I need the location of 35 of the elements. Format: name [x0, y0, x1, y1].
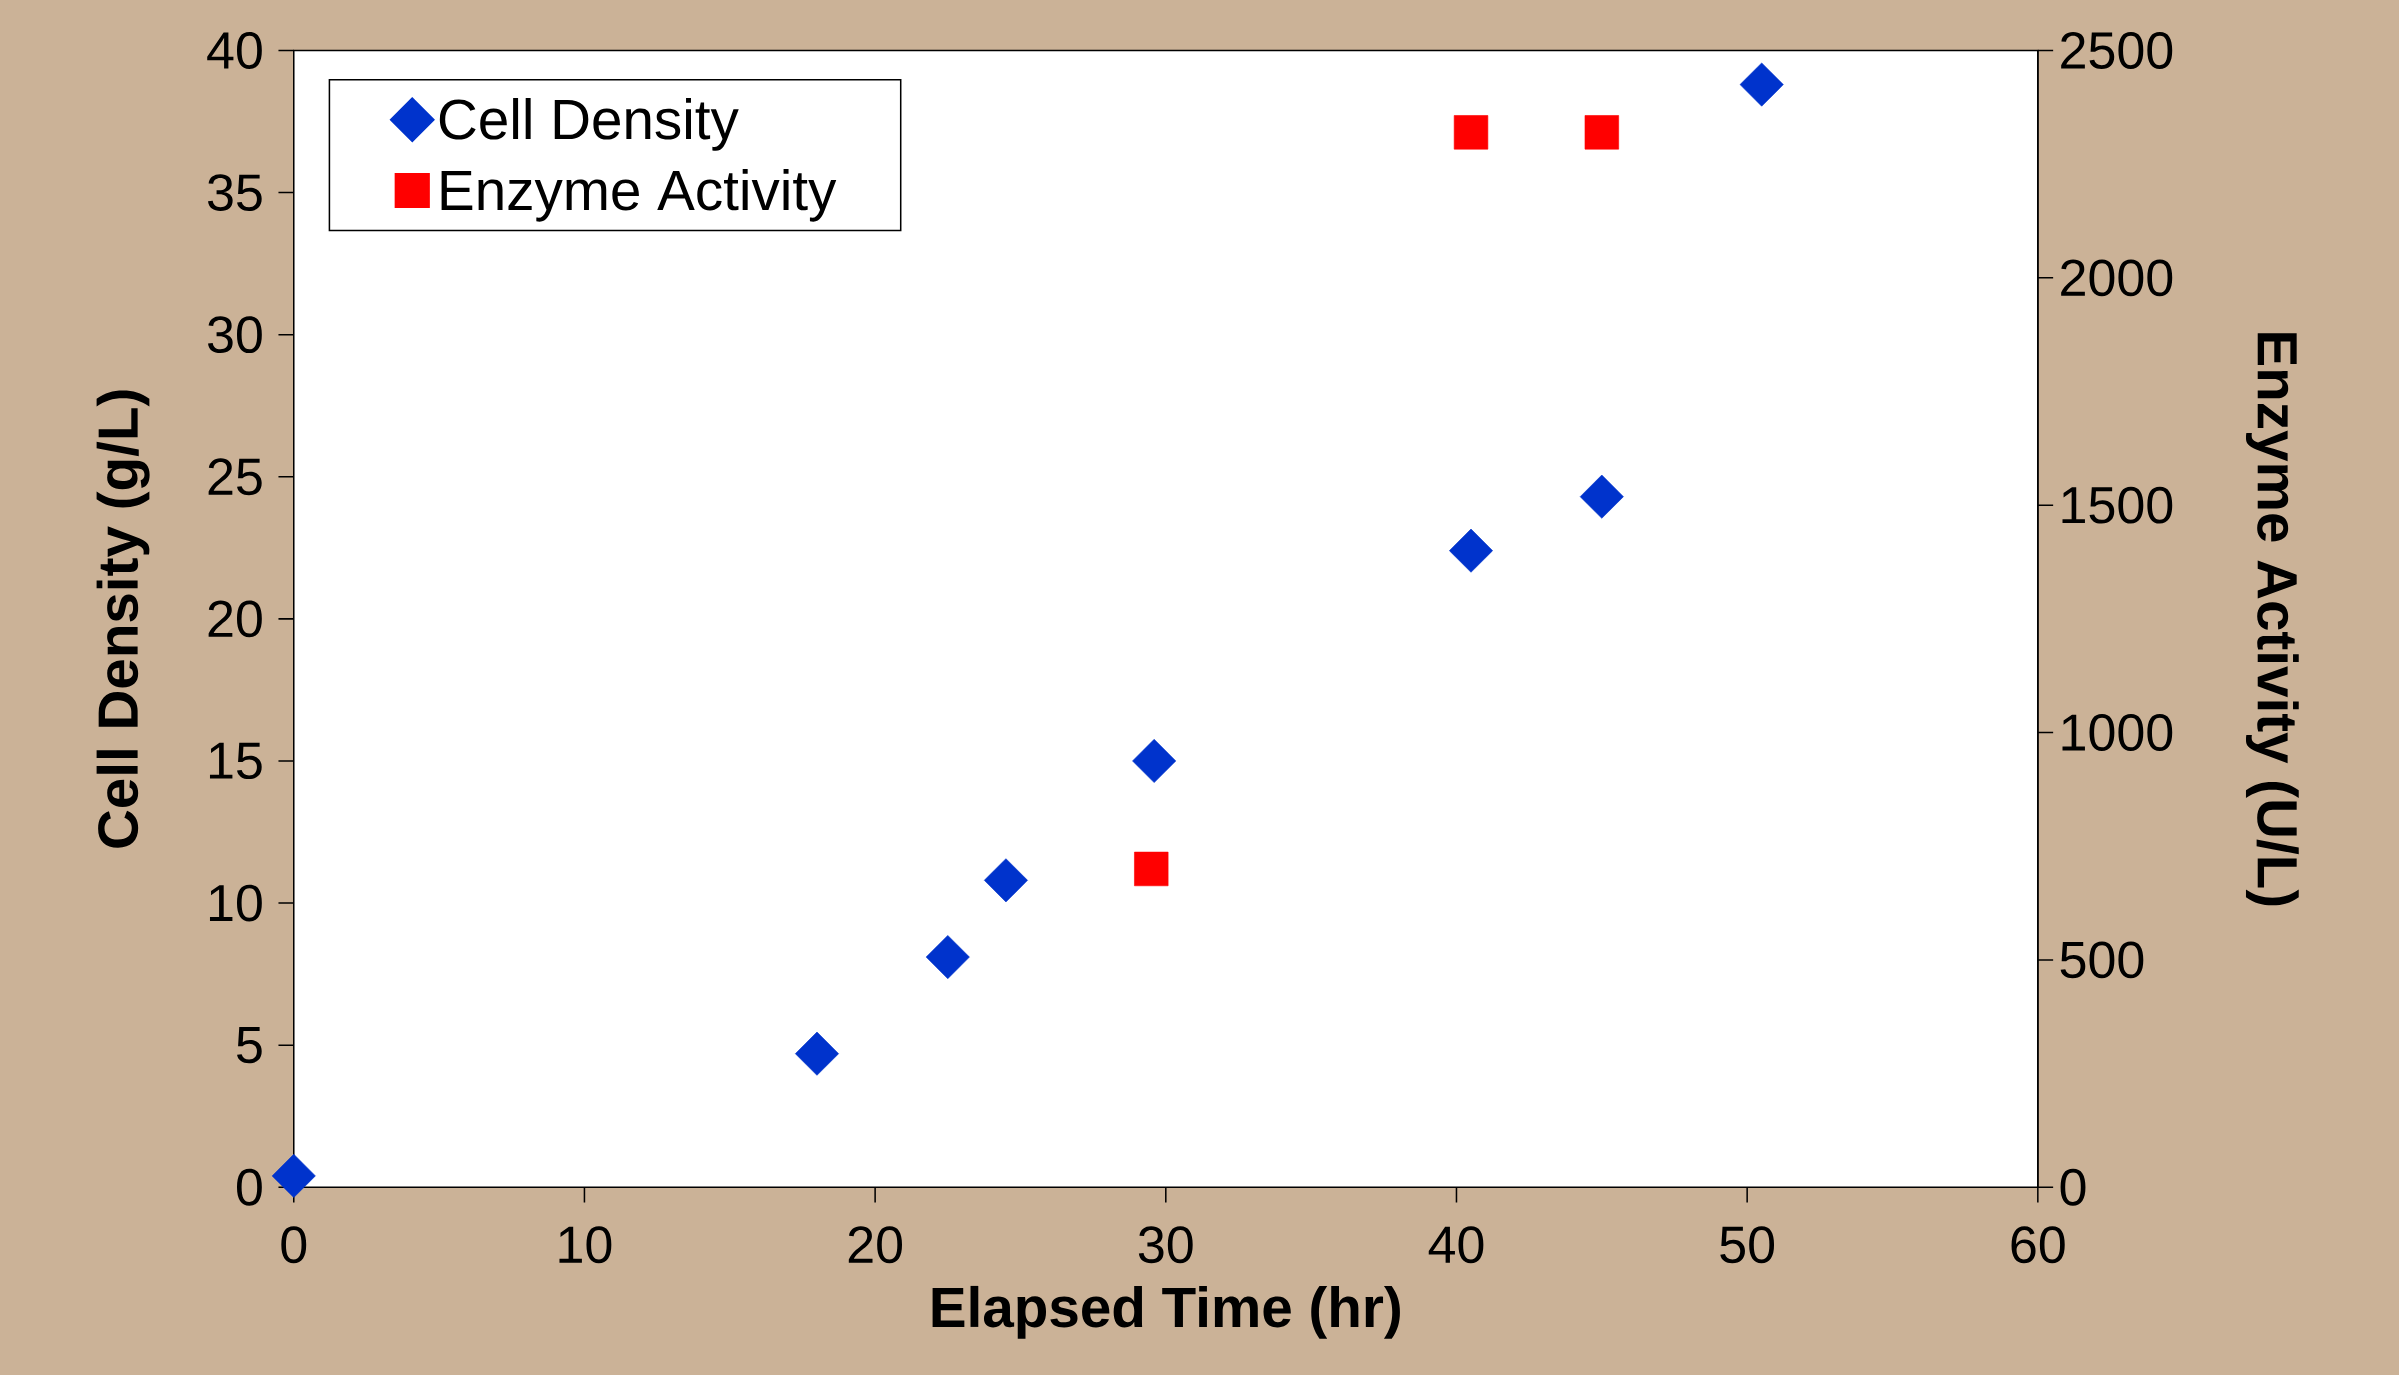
- y2-tick-label: 2500: [2061, 31, 2173, 69]
- y-tick-label: 35: [208, 173, 262, 211]
- point: [983, 858, 1028, 903]
- x-axis-title: Elapsed Time (hr): [932, 1285, 1400, 1339]
- y-axis-title: Cell Density (g/L): [96, 390, 150, 848]
- y2-tick-label: 2000: [2061, 259, 2173, 297]
- y2-tick-label: 0: [2060, 1168, 2086, 1206]
- y-tick-label: 25: [208, 458, 262, 495]
- y-tick-label: 5: [237, 1026, 262, 1064]
- point: [1739, 62, 1784, 107]
- legend-label: Cell Density: [439, 97, 739, 151]
- point: [1132, 738, 1177, 783]
- y2-tick-label: 1500: [2062, 486, 2173, 524]
- point: [1449, 528, 1493, 573]
- y-tick-label: 15: [209, 742, 262, 779]
- y-tick-label: 0: [236, 1168, 262, 1206]
- x-tick-label: 40: [1428, 1226, 1484, 1263]
- point: [795, 1031, 839, 1076]
- x-tick-label: 50: [1720, 1226, 1775, 1263]
- y2-tick-label: 1000: [2062, 713, 2173, 751]
- point: [271, 1153, 316, 1198]
- y-tick-label: 40: [207, 31, 262, 69]
- y-tick-label: 10: [209, 884, 262, 922]
- x-tick-label: 20: [848, 1226, 903, 1263]
- y2-axis-title: Enzyme Activity (U/L): [2245, 333, 2299, 906]
- x-tick-label: 60: [2011, 1226, 2065, 1263]
- x-tick-label: 0: [281, 1226, 307, 1263]
- point: [1579, 474, 1624, 519]
- y-tick-label: 30: [208, 316, 262, 353]
- x-tick-label: 10: [559, 1226, 612, 1263]
- point: [925, 934, 970, 979]
- y2-tick-label: 500: [2060, 941, 2144, 979]
- x-tick-label: 30: [1138, 1226, 1193, 1263]
- y-tick-label: 20: [208, 600, 262, 638]
- legend-label: Enzyme Activity: [441, 168, 837, 222]
